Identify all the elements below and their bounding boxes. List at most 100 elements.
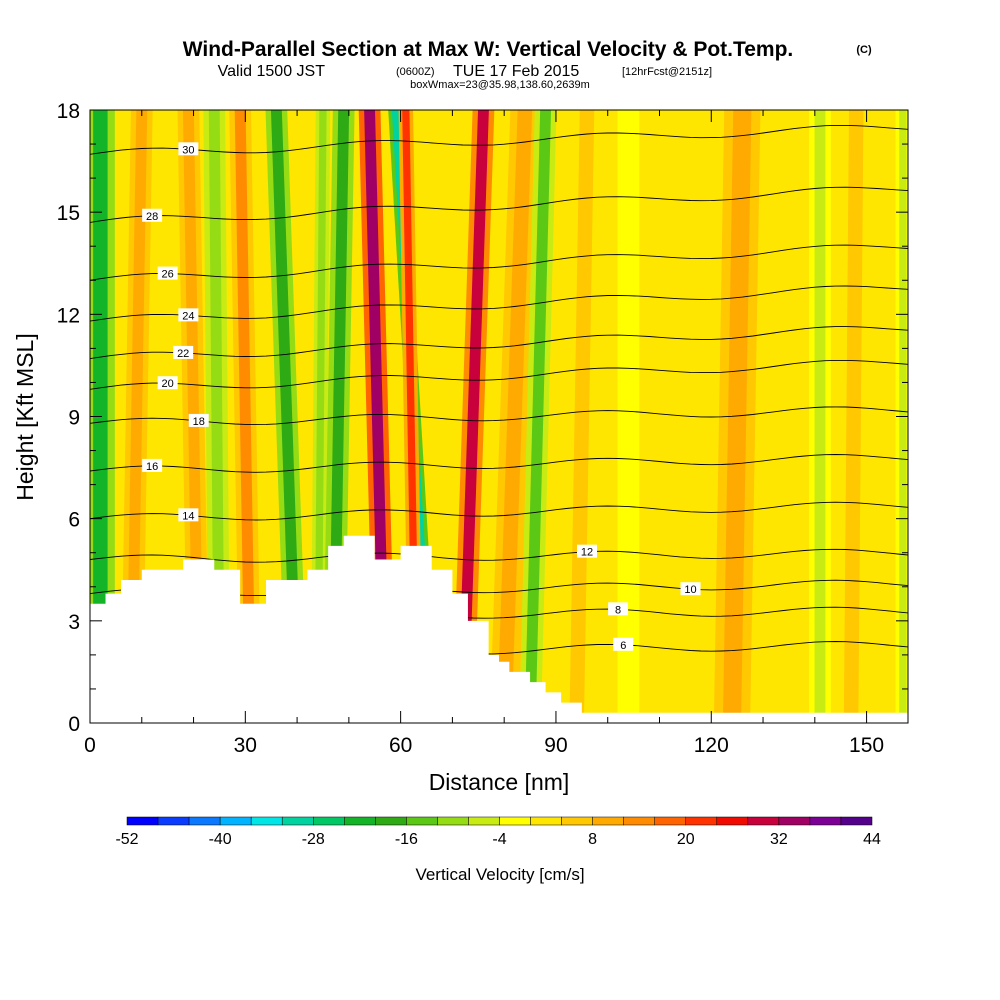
colorbar-swatch bbox=[530, 816, 562, 826]
colorbar-tick-label: -40 bbox=[209, 831, 232, 848]
colorbar-swatch bbox=[375, 816, 407, 826]
y-axis: 0 3 6 9 12 15 18 bbox=[57, 100, 908, 736]
chart-title-text: Wind-Parallel Section at Max W: Vertical… bbox=[183, 38, 794, 61]
colorbar-swatch bbox=[281, 816, 314, 826]
y-tick-label: 0 bbox=[68, 713, 80, 736]
subtitle-valid: Valid 1500 JST bbox=[218, 63, 326, 80]
terrain-mask bbox=[90, 535, 908, 723]
contour-label: 18 bbox=[193, 416, 205, 428]
colorbar-tick-label: -28 bbox=[302, 831, 325, 848]
contour-label-background bbox=[173, 345, 194, 359]
y-tick-label: 6 bbox=[68, 509, 80, 532]
x-tick-label: 0 bbox=[84, 734, 96, 757]
colorbar-tick-label: 8 bbox=[588, 831, 597, 848]
theta-contour-line bbox=[90, 186, 908, 223]
chart-title: Wind-Parallel Section at Max W: Vertical… bbox=[183, 38, 872, 61]
contour-label: 20 bbox=[162, 378, 174, 390]
velocity-band bbox=[270, 110, 303, 723]
y-tick-label: 9 bbox=[68, 407, 80, 430]
contour-label-background bbox=[178, 142, 199, 156]
y-axis-label: Height [Kft MSL] bbox=[12, 333, 38, 500]
theta-contour-line bbox=[90, 406, 908, 426]
contour-label-background bbox=[142, 458, 163, 472]
colorbar-swatch bbox=[126, 816, 159, 826]
contour-label: 24 bbox=[182, 310, 194, 322]
potential-temperature-contours: 6 8 10 12 14 16 18 20 22 24 26 28 30 bbox=[90, 124, 908, 658]
contour-label-background bbox=[680, 582, 701, 596]
y-tick-label: 3 bbox=[68, 611, 80, 634]
x-tick-label: 60 bbox=[389, 734, 412, 757]
x-tick-label: 150 bbox=[849, 734, 884, 757]
velocity-band bbox=[843, 110, 864, 723]
x-tick-label: 90 bbox=[544, 734, 567, 757]
contour-label-background bbox=[608, 602, 629, 616]
colorbar-tick-label: -52 bbox=[115, 831, 138, 848]
theta-contour-line bbox=[90, 548, 908, 563]
velocity-band bbox=[722, 110, 752, 723]
contour-label-background bbox=[178, 508, 199, 522]
colorbar-swatch bbox=[685, 816, 718, 826]
contour-label-background bbox=[577, 544, 598, 558]
colorbar-swatch bbox=[250, 816, 283, 826]
colorbar-swatch bbox=[188, 816, 221, 826]
velocity-band bbox=[234, 110, 256, 723]
contour-label-background bbox=[157, 266, 178, 280]
contour-label: 26 bbox=[162, 269, 174, 281]
copyright-mark: (C) bbox=[856, 44, 872, 56]
colorbar-swatch bbox=[654, 816, 686, 826]
colorbar-swatch bbox=[623, 816, 655, 826]
colorbar-swatch bbox=[157, 816, 190, 826]
contour-label: 12 bbox=[581, 547, 593, 559]
theta-contour-line bbox=[90, 359, 908, 390]
contour-label: 14 bbox=[182, 510, 194, 522]
colorbar-swatch bbox=[840, 816, 873, 826]
contour-label-background bbox=[188, 413, 209, 427]
colorbar-tick-label: -4 bbox=[492, 831, 506, 848]
subtitle-utc: (0600Z) bbox=[396, 66, 435, 78]
colorbar-tick-label: 44 bbox=[863, 831, 881, 848]
colorbar-swatch bbox=[437, 816, 469, 826]
colorbar-swatch bbox=[406, 816, 438, 826]
contour-label-background bbox=[142, 208, 163, 222]
contour-label: 30 bbox=[182, 144, 194, 156]
colorbar-title: Vertical Velocity [cm/s] bbox=[415, 865, 584, 884]
x-axis: 0 30 60 90 120 150 bbox=[84, 110, 884, 757]
colorbar-swatch bbox=[747, 816, 780, 826]
velocity-band bbox=[622, 110, 634, 723]
theta-contour-line bbox=[90, 124, 908, 155]
x-tick-label: 120 bbox=[694, 734, 729, 757]
colorbar-swatch bbox=[561, 816, 593, 826]
velocity-band bbox=[496, 110, 533, 723]
y-tick-label: 12 bbox=[57, 304, 80, 327]
colorbar-tick-label: 32 bbox=[770, 831, 788, 848]
colorbar-swatch bbox=[778, 816, 811, 826]
velocity-band bbox=[814, 110, 826, 723]
x-tick-label: 30 bbox=[234, 734, 257, 757]
theta-contour-line bbox=[90, 244, 908, 281]
contour-label: 22 bbox=[177, 348, 189, 360]
contour-label: 8 bbox=[615, 604, 621, 616]
y-tick-label: 18 bbox=[57, 100, 80, 123]
subtitle-forecast: [12hrFcst@2151z] bbox=[622, 66, 712, 78]
colorbar-swatch bbox=[809, 816, 842, 826]
colorbar-swatch bbox=[313, 816, 345, 826]
theta-contour-line bbox=[90, 454, 908, 473]
chart-subtitle: Valid 1500 JST (0600Z) TUE 17 Feb 2015 [… bbox=[218, 63, 712, 91]
contour-label-background bbox=[178, 308, 199, 322]
contour-label: 28 bbox=[146, 211, 158, 223]
theta-contour-line bbox=[90, 501, 908, 521]
colorbar: -52 -40 -28 -16 -4 8 20 32 44 bbox=[115, 816, 881, 848]
colorbar-swatch bbox=[344, 816, 376, 826]
colorbar-swatch bbox=[468, 816, 500, 826]
theta-contour-line bbox=[90, 285, 908, 322]
contour-label: 6 bbox=[620, 640, 626, 652]
contour-label-background bbox=[613, 637, 634, 651]
theta-contour-line bbox=[90, 326, 908, 360]
colorbar-swatch bbox=[219, 816, 252, 826]
y-tick-label: 15 bbox=[57, 202, 80, 225]
plot-area: 6 8 10 12 14 16 18 20 22 24 26 28 30 bbox=[90, 110, 908, 723]
subtitle-date: TUE 17 Feb 2015 bbox=[453, 63, 579, 80]
colorbar-swatch bbox=[499, 816, 531, 826]
contour-label: 16 bbox=[146, 461, 158, 473]
